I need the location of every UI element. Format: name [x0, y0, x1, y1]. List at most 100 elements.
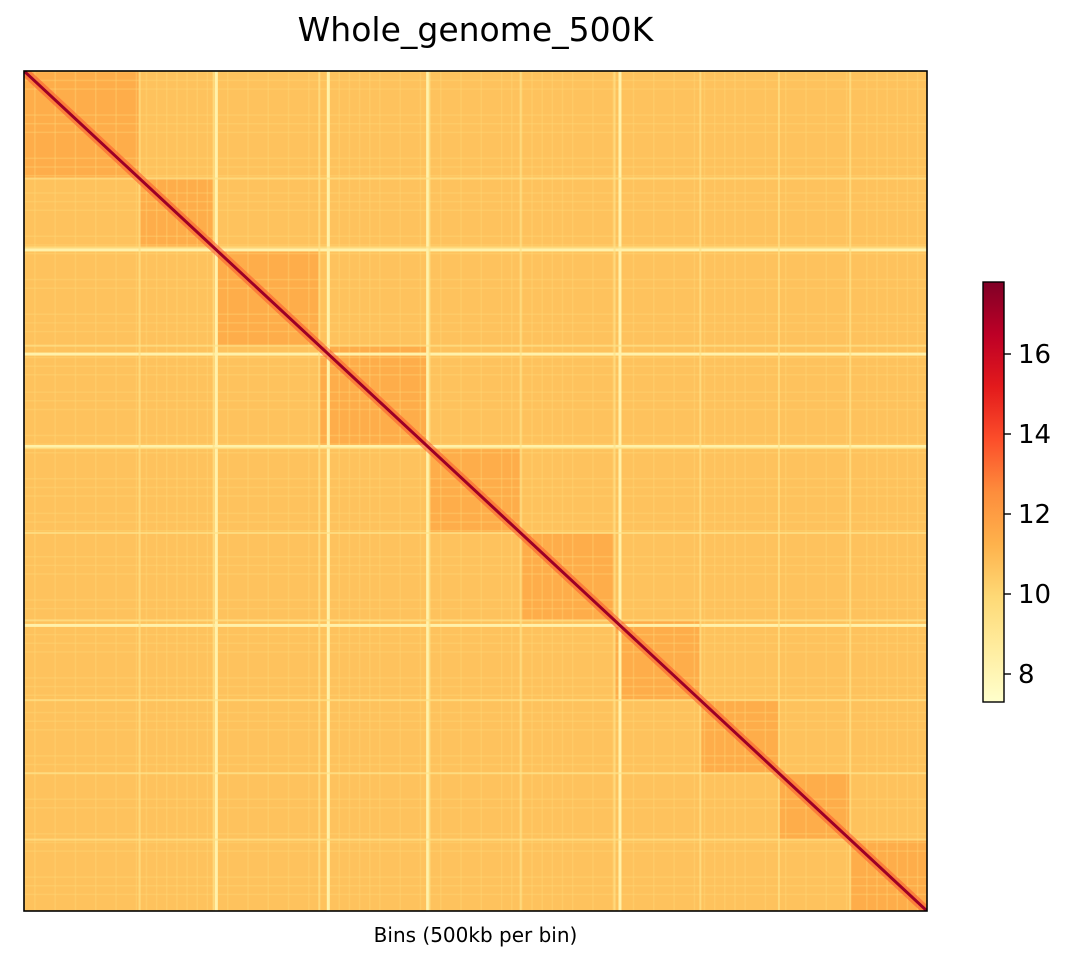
chromosome-boundary-row — [24, 532, 927, 534]
bin-col-stripe — [95, 71, 97, 911]
chromosome-boundary-column — [849, 71, 852, 911]
bin-row-stripe — [24, 720, 927, 722]
chromosome-boundary-row — [24, 177, 927, 180]
bin-col-stripe — [500, 71, 503, 911]
bin-row-stripe — [24, 677, 927, 679]
bin-row-stripe — [24, 841, 927, 844]
bin-row-stripe — [24, 599, 927, 601]
chromosome-boundary-row — [24, 344, 927, 347]
low-coverage-column — [618, 71, 622, 911]
bin-col-stripe — [592, 71, 594, 911]
bin-row-stripe — [24, 192, 927, 194]
colorbar: 8 10 12 14 16 — [982, 281, 1051, 703]
bin-row-stripe — [24, 209, 927, 212]
bin-row-stripe — [24, 322, 927, 324]
heatmap-area — [24, 71, 927, 911]
bin-col-stripe — [744, 71, 746, 911]
bin-col-stripe — [460, 71, 462, 911]
bin-col-stripe — [886, 71, 888, 911]
chromosome-boundary-column — [428, 71, 431, 911]
bin-row-stripe — [24, 573, 927, 575]
bin-col-stripe — [551, 71, 554, 911]
colorbar-tick-label: 10 — [1018, 580, 1051, 610]
bin-row-stripe — [24, 174, 927, 177]
bin-col-stripe — [906, 71, 909, 911]
bin-col-stripe — [247, 71, 249, 911]
bin-row-stripe — [24, 131, 927, 134]
bin-col-stripe — [734, 71, 736, 911]
bin-row-stripe — [24, 88, 927, 90]
bin-col-stripe — [308, 71, 310, 911]
chromosome-boundary-column — [777, 71, 780, 911]
bin-row-stripe — [24, 252, 927, 255]
bin-col-stripe — [338, 71, 341, 911]
colorbar-tick-label: 14 — [1018, 420, 1051, 450]
bin-col-stripe — [379, 71, 381, 911]
bin-col-stripe — [287, 71, 290, 911]
bin-col-stripe — [673, 71, 675, 911]
bin-row-stripe — [24, 313, 927, 315]
bin-row-stripe — [24, 893, 927, 896]
bin-row-stripe — [24, 79, 927, 82]
bin-col-stripe — [439, 71, 442, 911]
low-coverage-column — [326, 71, 330, 911]
bin-col-stripe — [612, 71, 614, 911]
bin-row-stripe — [24, 391, 927, 393]
bin-col-stripe — [825, 71, 828, 911]
bin-row-stripe — [24, 278, 927, 281]
x-axis-label: Bins (500kb per bin) — [373, 923, 578, 947]
bin-row-stripe — [24, 694, 927, 697]
chart-title: Whole_genome_500K — [297, 10, 654, 49]
bin-row-stripe — [24, 200, 927, 203]
chromosome-boundary-row — [24, 447, 927, 450]
bin-row-stripe — [24, 356, 927, 359]
bin-col-stripe — [115, 71, 117, 911]
bin-row-stripe — [24, 807, 927, 809]
bin-col-stripe — [866, 71, 868, 911]
chromosome-boundary-column — [212, 71, 215, 911]
bin-col-stripe — [896, 71, 899, 911]
bin-row-stripe — [24, 443, 927, 445]
bin-col-stripe — [74, 71, 77, 911]
colorbar-tick-label: 8 — [1018, 660, 1035, 690]
bin-row-stripe — [24, 729, 927, 731]
bin-col-stripe — [703, 71, 706, 911]
colorbar-scale — [982, 281, 1005, 703]
bin-col-stripe — [206, 71, 209, 911]
bin-col-stripe — [399, 71, 401, 911]
chromosome-boundary-row — [24, 772, 927, 775]
bin-row-stripe — [24, 607, 927, 610]
chromosome-boundary-row — [24, 838, 927, 841]
bin-row-stripe — [24, 685, 927, 688]
bin-col-stripe — [358, 71, 361, 911]
bin-row-stripe — [24, 833, 927, 835]
bin-col-stripe — [713, 71, 716, 911]
bin-row-stripe — [24, 798, 927, 800]
bin-row-stripe — [24, 885, 927, 887]
low-coverage-row — [24, 623, 927, 627]
bin-row-stripe — [24, 287, 927, 289]
low-coverage-column — [426, 71, 430, 911]
bin-row-stripe — [24, 365, 927, 367]
bin-col-stripe — [561, 71, 564, 911]
bin-row-stripe — [24, 651, 927, 653]
bin-row-stripe — [24, 512, 927, 515]
bin-row-stripe — [24, 529, 927, 532]
chromosome-boundary-column — [318, 71, 321, 911]
low-coverage-row — [24, 248, 927, 252]
bin-row-stripe — [24, 521, 927, 523]
bin-col-stripe — [531, 71, 533, 911]
bin-row-stripe — [24, 330, 927, 333]
bin-row-stripe — [24, 244, 927, 246]
bin-col-stripe — [54, 71, 56, 911]
chromosome-boundary-row — [24, 246, 927, 249]
bin-col-stripe — [784, 71, 787, 911]
bin-row-stripe — [24, 755, 927, 757]
bin-col-stripe — [724, 71, 726, 911]
bin-col-stripe — [176, 71, 178, 911]
bin-col-stripe — [226, 71, 229, 911]
bin-col-stripe — [368, 71, 371, 911]
bin-col-stripe — [916, 71, 919, 911]
low-coverage-row — [24, 352, 927, 356]
bin-col-stripe — [521, 71, 523, 911]
